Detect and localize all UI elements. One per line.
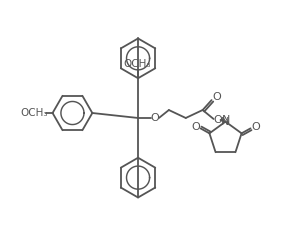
Text: O: O — [251, 122, 260, 132]
Text: O: O — [151, 113, 159, 123]
Text: OCH₃: OCH₃ — [20, 108, 47, 118]
Text: O: O — [212, 92, 221, 102]
Text: OCH₃: OCH₃ — [123, 59, 151, 69]
Text: O: O — [191, 122, 200, 132]
Text: O: O — [213, 115, 222, 125]
Text: N: N — [222, 115, 231, 125]
Text: N: N — [221, 117, 230, 127]
